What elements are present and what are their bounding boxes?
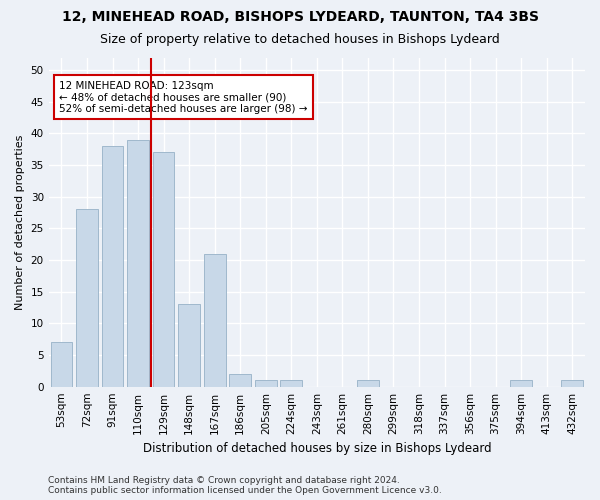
Bar xyxy=(178,304,200,386)
Bar xyxy=(127,140,149,386)
Bar xyxy=(50,342,72,386)
Text: Contains HM Land Registry data © Crown copyright and database right 2024.
Contai: Contains HM Land Registry data © Crown c… xyxy=(48,476,442,495)
Bar xyxy=(510,380,532,386)
Bar xyxy=(153,152,175,386)
Text: 12 MINEHEAD ROAD: 123sqm
← 48% of detached houses are smaller (90)
52% of semi-d: 12 MINEHEAD ROAD: 123sqm ← 48% of detach… xyxy=(59,80,308,114)
Bar xyxy=(76,210,98,386)
Bar xyxy=(204,254,226,386)
Bar xyxy=(357,380,379,386)
Bar xyxy=(101,146,124,386)
Text: Size of property relative to detached houses in Bishops Lydeard: Size of property relative to detached ho… xyxy=(100,32,500,46)
Y-axis label: Number of detached properties: Number of detached properties xyxy=(15,134,25,310)
Bar xyxy=(229,374,251,386)
X-axis label: Distribution of detached houses by size in Bishops Lydeard: Distribution of detached houses by size … xyxy=(143,442,491,455)
Text: 12, MINEHEAD ROAD, BISHOPS LYDEARD, TAUNTON, TA4 3BS: 12, MINEHEAD ROAD, BISHOPS LYDEARD, TAUN… xyxy=(62,10,539,24)
Bar xyxy=(280,380,302,386)
Bar xyxy=(255,380,277,386)
Bar xyxy=(562,380,583,386)
